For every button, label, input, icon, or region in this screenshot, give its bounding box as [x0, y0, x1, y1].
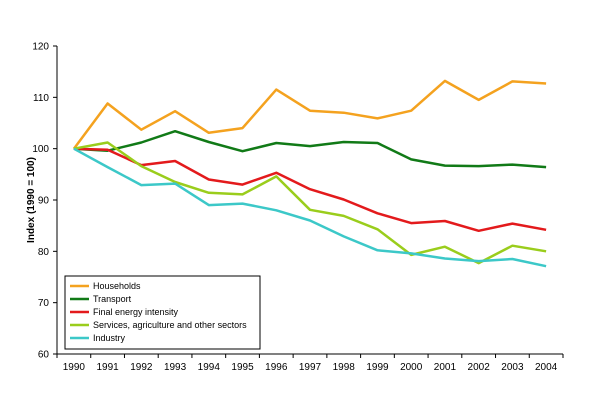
series-line-final-energy-intensity: [73, 147, 547, 233]
x-tick-label: 2002: [468, 362, 491, 373]
axes: [53, 45, 564, 358]
series-line-services-agriculture-and-other-sectors: [73, 141, 547, 265]
y-tick-label: 120: [32, 42, 49, 53]
y-tick-label: 60: [38, 350, 50, 361]
legend-label: Services, agriculture and other sectors: [93, 320, 247, 330]
x-tick-label: 1991: [96, 362, 119, 373]
y-tick-label: 70: [38, 298, 50, 309]
legend-box: [64, 275, 261, 350]
y-tick-label: 110: [33, 93, 49, 104]
y-tick-label: 80: [38, 247, 50, 258]
x-tick-label: 1999: [366, 362, 389, 373]
series-line-transport: [73, 129, 547, 169]
x-tick-label: 1998: [333, 362, 356, 373]
legend-label: Households: [93, 281, 141, 291]
series-line-industry: [73, 147, 547, 268]
x-tick-label: 2000: [400, 362, 423, 373]
y-tick-label: 90: [38, 196, 50, 207]
legend: Households Transport Final energy intensit…: [64, 275, 261, 350]
x-tick-label: 1992: [130, 362, 153, 373]
x-tick-label: 2004: [535, 362, 558, 373]
x-tick-label: 1994: [198, 362, 221, 373]
series-line-households: [72, 79, 547, 150]
x-tick-label: 2001: [434, 362, 457, 373]
x-tick-label: 2003: [501, 362, 524, 373]
legend-label: Transport: [93, 294, 132, 304]
x-tick-label: 1995: [231, 362, 254, 373]
x-tick-label: 1997: [299, 362, 322, 373]
x-tick-label: 1990: [63, 362, 86, 373]
legend-label: Industry: [93, 333, 126, 343]
x-tick-label: 1993: [164, 362, 187, 373]
legend-label: Final energy intensity: [93, 307, 179, 317]
x-tick-label: 1996: [265, 362, 288, 373]
tick-labels: 60 70 80 90 100 110 120 1990 1991 1992 1993 1994 199…: [32, 42, 557, 374]
series-lines: [72, 79, 547, 268]
y-axis-label: Index (1990 = 100): [26, 157, 37, 243]
y-tick-label: 100: [32, 144, 49, 155]
